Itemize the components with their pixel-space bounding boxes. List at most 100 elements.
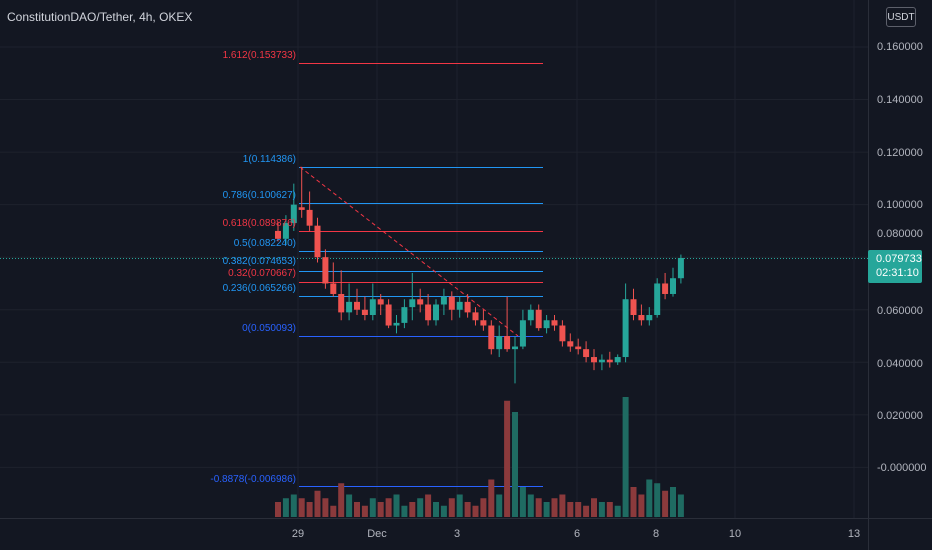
time-tick-label: 6 bbox=[573, 528, 581, 540]
candle-body[interactable] bbox=[401, 307, 408, 323]
candle-body[interactable] bbox=[322, 257, 329, 284]
candle-body[interactable] bbox=[551, 320, 558, 326]
candle-body[interactable] bbox=[417, 299, 424, 305]
candle-body[interactable] bbox=[512, 346, 518, 350]
fib-level-label: 1.612(0.153733) bbox=[222, 50, 296, 61]
candle-body[interactable] bbox=[361, 309, 368, 316]
candle-body[interactable] bbox=[346, 301, 353, 313]
candle-body[interactable] bbox=[275, 230, 281, 239]
last-price-value: 0.079733 bbox=[876, 253, 922, 265]
last-price-badge: 0.079733 02:31:10 bbox=[868, 250, 922, 283]
candle-body[interactable] bbox=[591, 357, 597, 363]
candle-body[interactable] bbox=[314, 225, 321, 258]
volume-bar bbox=[512, 412, 518, 517]
fib-level-label: -0.8878(-0.006986) bbox=[210, 474, 296, 485]
volume-bar bbox=[354, 502, 360, 517]
volume-bar bbox=[385, 498, 392, 517]
candle-body[interactable] bbox=[527, 309, 534, 321]
candle-body[interactable] bbox=[543, 320, 550, 329]
candle-body[interactable] bbox=[559, 325, 566, 342]
candle-body[interactable] bbox=[598, 359, 605, 363]
candle-body[interactable] bbox=[338, 293, 345, 313]
volume-bar bbox=[472, 505, 479, 517]
candle-body[interactable] bbox=[646, 315, 653, 321]
volume-bar bbox=[535, 498, 542, 517]
volume-bar bbox=[591, 498, 597, 517]
candle-body[interactable] bbox=[480, 320, 487, 326]
candle-body[interactable] bbox=[472, 312, 479, 321]
candle-body[interactable] bbox=[393, 322, 400, 326]
candle-body[interactable] bbox=[638, 315, 645, 321]
volume-bar bbox=[559, 494, 566, 517]
volume-bar bbox=[290, 494, 297, 517]
price-tick-label: 0.080000 bbox=[877, 228, 923, 240]
candle-body[interactable] bbox=[354, 301, 360, 310]
candle-body[interactable] bbox=[504, 336, 511, 350]
candle-body[interactable] bbox=[630, 299, 637, 316]
candle-body[interactable] bbox=[583, 349, 590, 358]
price-tick-label: 0.040000 bbox=[877, 358, 923, 370]
candle-body[interactable] bbox=[377, 299, 384, 305]
volume-bar bbox=[519, 487, 526, 517]
candle-body[interactable] bbox=[622, 299, 629, 358]
price-tick-label: 0.060000 bbox=[877, 305, 923, 317]
volume-bar bbox=[369, 498, 376, 517]
volume-bar bbox=[298, 498, 305, 517]
time-tick-label: 29 bbox=[291, 528, 305, 540]
volume-bar bbox=[670, 487, 676, 517]
volume-bar bbox=[275, 502, 281, 517]
volume-bar bbox=[417, 498, 424, 517]
fib-trend-line[interactable] bbox=[299, 166, 519, 337]
candle-body[interactable] bbox=[448, 296, 455, 310]
bar-countdown: 02:31:10 bbox=[876, 267, 919, 279]
candle-body[interactable] bbox=[488, 325, 495, 350]
candle-body[interactable] bbox=[496, 336, 503, 350]
candle-body[interactable] bbox=[535, 309, 542, 329]
candle-body[interactable] bbox=[440, 296, 447, 305]
candle-body[interactable] bbox=[409, 299, 416, 308]
volume-bar bbox=[527, 494, 534, 517]
candle-body[interactable] bbox=[290, 204, 297, 224]
candle-body[interactable] bbox=[369, 299, 376, 316]
volume-bar bbox=[346, 494, 353, 517]
volume-bar bbox=[361, 505, 368, 517]
candle-body[interactable] bbox=[662, 283, 669, 294]
candle-body[interactable] bbox=[282, 223, 289, 239]
candle-body[interactable] bbox=[298, 207, 305, 210]
volume-bar bbox=[464, 502, 471, 517]
volume-bar bbox=[662, 490, 669, 517]
symbol-title[interactable]: ConstitutionDAO/Tether, 4h, OKEX bbox=[7, 10, 193, 24]
candle-body[interactable] bbox=[519, 320, 526, 347]
volume-bar bbox=[480, 498, 487, 517]
volume-bar bbox=[456, 494, 463, 517]
volume-bar bbox=[322, 498, 329, 517]
candle-body[interactable] bbox=[575, 346, 582, 350]
candle-body[interactable] bbox=[425, 304, 432, 321]
candle-body[interactable] bbox=[670, 278, 676, 294]
candle-body[interactable] bbox=[606, 359, 613, 363]
currency-button[interactable]: USDT bbox=[886, 7, 916, 27]
time-tick-label: 3 bbox=[453, 528, 461, 540]
candle-body[interactable] bbox=[330, 283, 337, 294]
candle-body[interactable] bbox=[654, 283, 661, 316]
volume-bar bbox=[504, 400, 511, 517]
volume-bar bbox=[606, 502, 613, 517]
volume-bar bbox=[583, 505, 590, 517]
candle-body[interactable] bbox=[306, 209, 313, 226]
candle-body[interactable] bbox=[677, 257, 684, 279]
volume-bar bbox=[496, 494, 503, 517]
volume-bar bbox=[282, 498, 289, 517]
candle-body[interactable] bbox=[567, 341, 574, 347]
candle-body[interactable] bbox=[464, 301, 471, 313]
candle-body[interactable] bbox=[456, 301, 463, 310]
volume-bar bbox=[448, 498, 455, 517]
volume-bar bbox=[654, 483, 661, 517]
candle-body[interactable] bbox=[385, 304, 392, 326]
price-tick-label: 0.120000 bbox=[877, 147, 923, 159]
volume-bar bbox=[401, 505, 408, 517]
candle-body[interactable] bbox=[433, 304, 439, 321]
candle-body[interactable] bbox=[614, 357, 621, 363]
price-tick-label: 0.020000 bbox=[877, 410, 923, 422]
